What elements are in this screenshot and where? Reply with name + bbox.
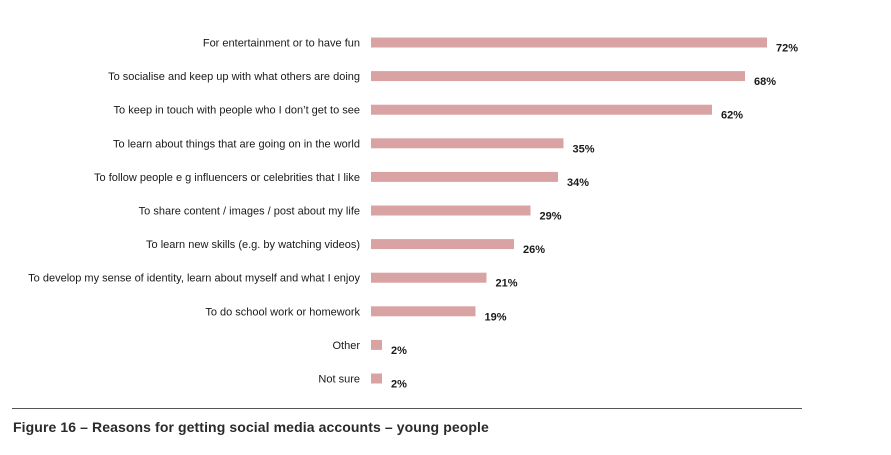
bar <box>371 373 382 384</box>
bar <box>371 104 712 115</box>
bar <box>371 205 531 216</box>
bar <box>371 171 558 182</box>
value-label: 68% <box>754 76 776 88</box>
value-label: 34% <box>567 177 589 189</box>
bar <box>371 239 514 250</box>
category-label: To follow people e g influencers or cele… <box>94 172 360 184</box>
bar <box>371 71 745 82</box>
value-label: 2% <box>391 345 407 357</box>
category-label: To do school work or homework <box>205 306 360 318</box>
value-label: 2% <box>391 379 407 391</box>
category-label: To learn new skills (e.g. by watching vi… <box>146 239 360 251</box>
category-label: To socialise and keep up with what other… <box>108 71 360 83</box>
value-label: 21% <box>496 278 518 290</box>
value-label: 26% <box>523 244 545 256</box>
value-label: 35% <box>573 143 595 155</box>
value-label: 19% <box>485 311 507 323</box>
figure-caption: Figure 16 – Reasons for getting social m… <box>13 419 489 435</box>
value-label: 29% <box>540 211 562 223</box>
category-label: To learn about things that are going on … <box>113 138 360 150</box>
category-label: For entertainment or to have fun <box>203 38 360 50</box>
bar <box>371 272 487 283</box>
bar <box>371 306 476 317</box>
bar <box>371 37 767 48</box>
bar <box>371 339 382 350</box>
caption-divider <box>12 408 802 409</box>
category-label: To develop my sense of identity, learn a… <box>28 273 360 285</box>
category-label: Other <box>332 340 360 352</box>
value-label: 72% <box>776 43 798 55</box>
category-label: To share content / images / post about m… <box>139 206 360 218</box>
category-label: To keep in touch with people who I don’t… <box>114 105 360 117</box>
bar-chart: For entertainment or to have fun 72% To so… <box>28 37 798 391</box>
value-label: 62% <box>721 110 743 122</box>
category-label: Not sure <box>318 374 360 386</box>
bar <box>371 138 564 149</box>
